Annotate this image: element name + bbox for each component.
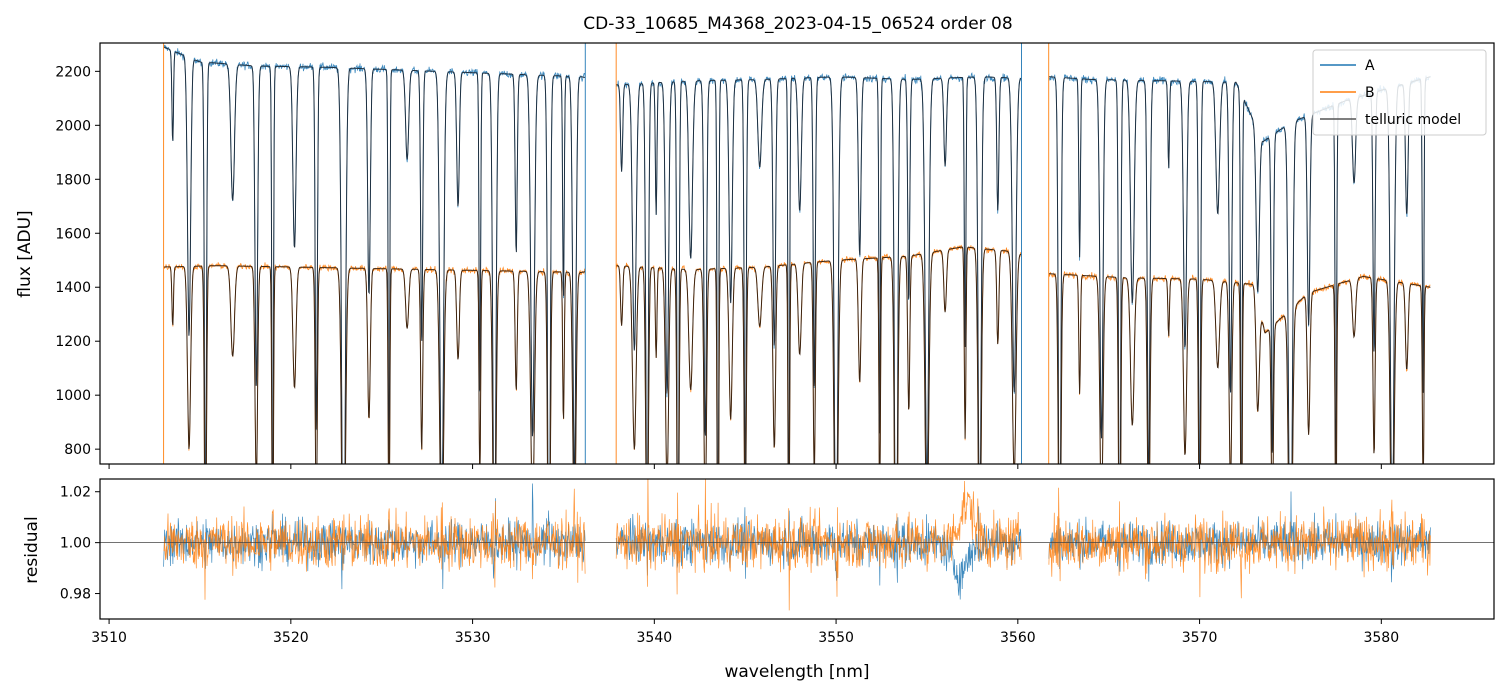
figure-title: CD-33_10685_M4368_2023-04-15_06524 order… bbox=[583, 14, 1012, 34]
flux-ytick-label: 2000 bbox=[55, 118, 91, 134]
flux-ytick-label: 1000 bbox=[55, 388, 91, 404]
flux-panel: 800 1000 1200 1400 1600 1800 2000 2200 flux [AD… bbox=[15, 42, 1495, 469]
residual-xtick-label: 3530 bbox=[455, 630, 491, 646]
flux-axes-frame bbox=[99, 42, 1495, 465]
legend: A B telluric model bbox=[1312, 49, 1487, 136]
residual-axes-frame bbox=[99, 478, 1495, 620]
residual-ytick-label: 1.02 bbox=[60, 485, 91, 501]
legend-label-b: B bbox=[1365, 85, 1375, 101]
residual-xtick-label: 3580 bbox=[1363, 630, 1399, 646]
flux-ylabel: flux [ADU] bbox=[15, 210, 35, 297]
flux-ytick-label: 800 bbox=[64, 442, 91, 458]
residual-ytick-label: 1.00 bbox=[60, 536, 91, 552]
series-b-residual-line bbox=[163, 479, 1431, 611]
residual-xtick-label: 3540 bbox=[637, 630, 673, 646]
residual-panel: 0.98 1.00 1.02 3510 3520 3530 3540 3550 3560 357… bbox=[22, 478, 1495, 682]
flux-ytick-label: 1400 bbox=[55, 280, 91, 296]
flux-ytick-label: 1800 bbox=[55, 172, 91, 188]
residual-xtick-label: 3520 bbox=[273, 630, 309, 646]
residual-xtick-label: 3570 bbox=[1182, 630, 1218, 646]
legend-label-a: A bbox=[1365, 58, 1375, 74]
legend-label-telluric: telluric model bbox=[1365, 112, 1461, 128]
residual-xtick-label: 3510 bbox=[91, 630, 127, 646]
residual-ylabel: residual bbox=[22, 516, 42, 583]
residual-ytick-label: 0.98 bbox=[60, 587, 91, 603]
residual-xtick-label: 3560 bbox=[1000, 630, 1036, 646]
flux-ytick-label: 2200 bbox=[55, 64, 91, 80]
flux-ytick-label: 1200 bbox=[55, 334, 91, 350]
residual-xlabel: wavelength [nm] bbox=[724, 662, 869, 682]
flux-ytick-label: 1600 bbox=[55, 226, 91, 242]
residual-xtick-label: 3550 bbox=[818, 630, 854, 646]
legend-box bbox=[1312, 49, 1487, 136]
telluric-model-b-line bbox=[163, 246, 1431, 464]
